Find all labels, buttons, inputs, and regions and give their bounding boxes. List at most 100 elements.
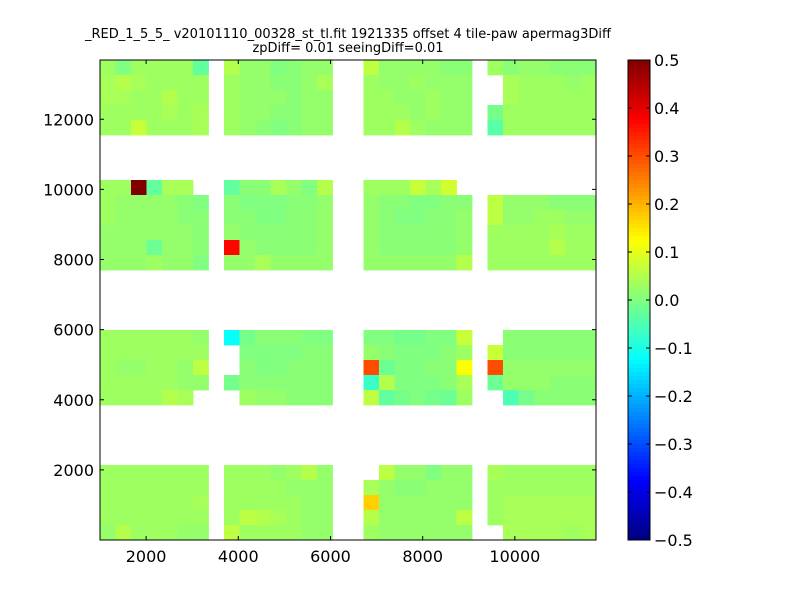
heatmap-cell (518, 90, 535, 106)
heatmap-cell (580, 195, 597, 211)
heatmap-cell (239, 240, 256, 256)
y-tick-label: 8000 (53, 251, 94, 270)
heatmap-cell (518, 375, 535, 391)
heatmap-cell (441, 195, 457, 211)
heatmap-cell (363, 240, 380, 256)
heatmap-cell (286, 375, 302, 391)
heatmap-cell (146, 180, 163, 196)
heatmap-cell (270, 255, 287, 271)
heatmap-cell (131, 480, 147, 496)
colorbar-tick-label: 0.2 (654, 195, 679, 214)
heatmap-cells (100, 60, 597, 541)
heatmap-cell (518, 330, 535, 346)
heatmap-cell (131, 390, 147, 406)
heatmap-cell (503, 240, 519, 256)
colorbar-segment (628, 524, 650, 529)
heatmap-cell (301, 495, 318, 511)
heatmap-cell (146, 105, 163, 121)
heatmap-cell (518, 525, 535, 541)
heatmap-cell (441, 60, 457, 76)
heatmap-cell (425, 390, 442, 406)
heatmap-cell (286, 90, 302, 106)
heatmap-cell (580, 480, 597, 496)
heatmap-cell (379, 105, 395, 121)
colorbar-segment (628, 224, 650, 229)
heatmap-cell (193, 75, 209, 91)
heatmap-cell (317, 120, 333, 136)
heatmap-cell (379, 210, 395, 226)
heatmap-cell (193, 360, 209, 376)
heatmap-cell (115, 255, 132, 271)
heatmap-cell (270, 210, 287, 226)
plot-frame (99, 59, 597, 541)
heatmap-cell (580, 240, 597, 256)
heatmap-cell (177, 195, 194, 211)
heatmap-cell (487, 375, 504, 391)
heatmap-cell (100, 525, 116, 541)
heatmap-cell (177, 120, 194, 136)
heatmap-cell (146, 210, 163, 226)
heatmap-cell (410, 240, 426, 256)
heatmap-cell (394, 120, 411, 136)
heatmap-cell (317, 375, 333, 391)
heatmap-cell (503, 465, 519, 481)
heatmap-cell (270, 90, 287, 106)
heatmap-cell (441, 390, 457, 406)
heatmap-cell (410, 255, 426, 271)
colorbar-segment (628, 532, 650, 537)
heatmap-cell (301, 180, 318, 196)
heatmap-cell (410, 330, 426, 346)
heatmap-cell (100, 375, 116, 391)
heatmap-cell (224, 75, 240, 91)
heatmap-cell (565, 90, 581, 106)
heatmap-cell (425, 120, 442, 136)
heatmap-cell (317, 360, 333, 376)
heatmap-cell (270, 60, 287, 76)
colorbar-tick-label: −0.4 (654, 483, 693, 502)
heatmap-cell (131, 330, 147, 346)
colorbar-segment (628, 292, 650, 297)
heatmap-cell (193, 60, 209, 76)
heatmap-cell (456, 75, 473, 91)
y-tick-label: 12000 (43, 110, 94, 129)
heatmap-cell (317, 60, 333, 76)
heatmap-cell (518, 480, 535, 496)
heatmap-cell (394, 390, 411, 406)
heatmap-cell (518, 60, 535, 76)
colorbar-segment (628, 284, 650, 289)
heatmap-cell (100, 90, 116, 106)
heatmap-cell (131, 180, 147, 196)
heatmap-cell (131, 90, 147, 106)
colorbar-segment (628, 360, 650, 365)
heatmap-cell (379, 390, 395, 406)
heatmap-cell (487, 345, 504, 361)
heatmap-cell (146, 510, 163, 526)
heatmap-cell (131, 75, 147, 91)
heatmap-cell (239, 330, 256, 346)
heatmap-cell (565, 105, 581, 121)
heatmap-cell (565, 120, 581, 136)
heatmap-cell (193, 105, 209, 121)
colorbar-tick-label: 0.0 (654, 291, 679, 310)
heatmap-cell (456, 495, 473, 511)
colorbar-segment (628, 244, 650, 249)
heatmap-cell (162, 210, 178, 226)
colorbar-segment (628, 240, 650, 245)
heatmap-cell (317, 255, 333, 271)
heatmap-cell (363, 255, 380, 271)
heatmap-cell (255, 240, 271, 256)
colorbar-tick-label: −0.3 (654, 435, 693, 454)
heatmap-cell (162, 240, 178, 256)
heatmap-cell (224, 180, 240, 196)
heatmap-cell (363, 180, 380, 196)
heatmap-cell (301, 480, 318, 496)
heatmap-cell (270, 225, 287, 241)
heatmap-cell (534, 480, 550, 496)
heatmap-cell (115, 465, 132, 481)
heatmap-cell (394, 195, 411, 211)
heatmap-cell (177, 345, 194, 361)
colorbar-segment (628, 336, 650, 341)
heatmap-cell (565, 195, 581, 211)
heatmap-cell (100, 360, 116, 376)
heatmap-cell (162, 495, 178, 511)
